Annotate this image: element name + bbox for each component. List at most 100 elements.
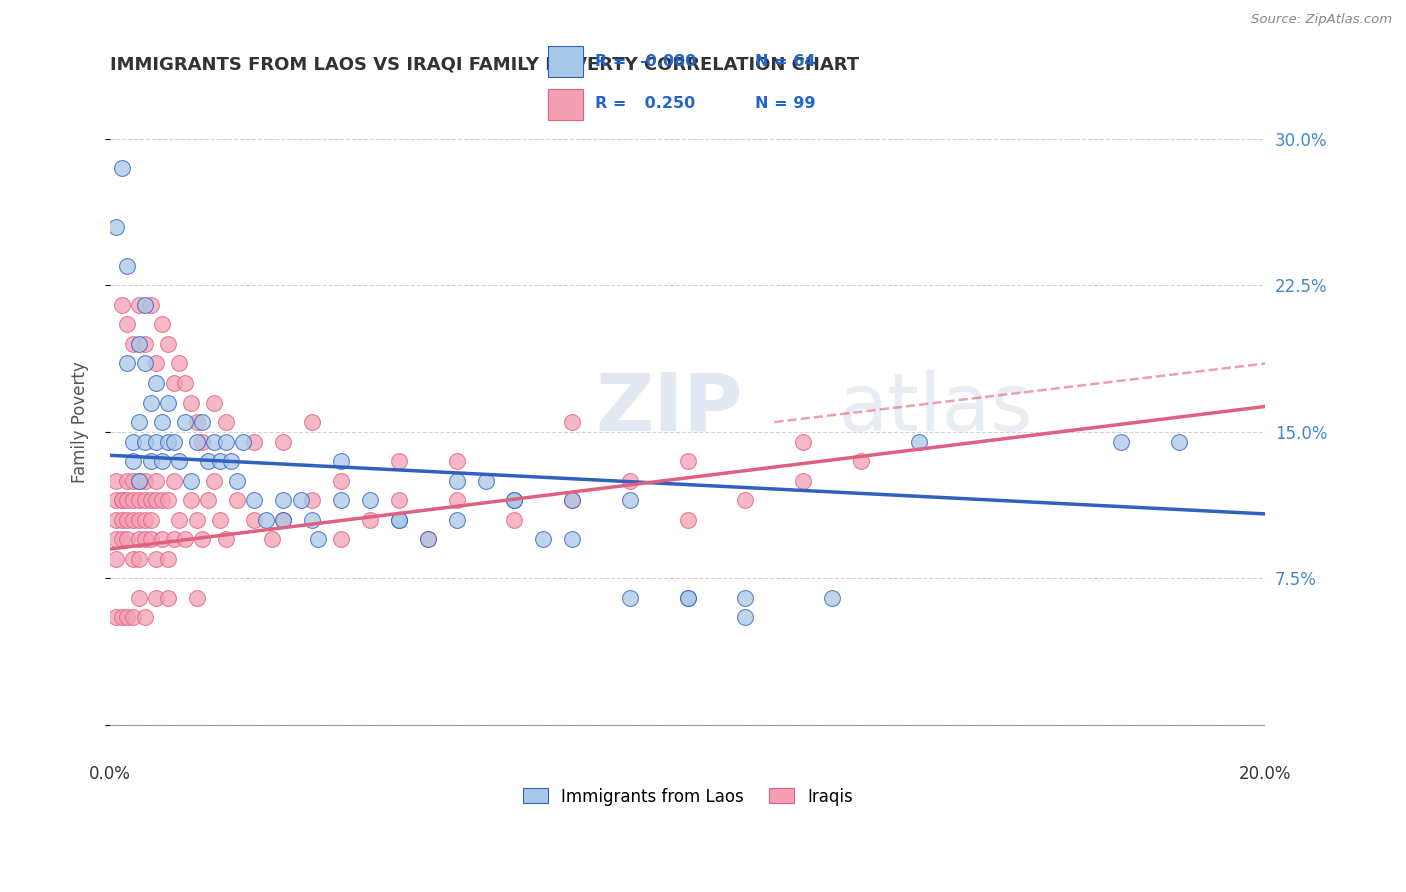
Point [111,610,134,624]
Point [186,434,208,449]
Point [619,591,641,605]
Point [849,454,872,468]
Point [111,493,134,508]
Point [243,513,266,527]
Point [734,610,756,624]
Point [446,493,468,508]
Point [174,533,197,547]
Point [474,474,496,488]
Point [1167,434,1189,449]
Point [174,415,197,429]
Point [117,533,139,547]
Text: R =: R = [595,96,631,112]
Point [359,513,381,527]
Point [202,434,225,449]
Point [139,395,162,409]
Point [150,454,173,468]
Point [214,415,236,429]
Point [254,513,277,527]
Point [226,474,249,488]
Point [122,552,145,566]
Point [273,513,295,527]
Point [134,298,156,312]
Point [104,610,127,624]
Point [792,474,814,488]
Point [104,493,127,508]
Point [139,493,162,508]
Point [145,493,167,508]
Point [128,298,150,312]
Point [139,298,162,312]
Point [388,493,411,508]
Point [191,434,214,449]
Point [226,493,249,508]
Point [388,513,411,527]
Text: 0.250: 0.250 [640,96,696,112]
Point [122,454,145,468]
Point [301,513,323,527]
Point [907,434,929,449]
Point [117,610,139,624]
Point [145,434,167,449]
Point [128,337,150,351]
Point [117,259,139,273]
Point [446,454,468,468]
Point [156,591,179,605]
Point [128,493,150,508]
Point [197,493,219,508]
Point [273,513,295,527]
Point [150,493,173,508]
Point [128,552,150,566]
Point [388,454,411,468]
Point [503,513,526,527]
Point [150,318,173,332]
Point [180,474,202,488]
Point [111,161,134,175]
Point [150,533,173,547]
Point [676,454,699,468]
Point [330,493,353,508]
Point [134,610,156,624]
Point [156,337,179,351]
Point [619,474,641,488]
Point [301,415,323,429]
Point [134,533,156,547]
Point [446,513,468,527]
Point [162,434,184,449]
Point [134,493,156,508]
Point [202,474,225,488]
Point [122,513,145,527]
Point [676,591,699,605]
Point [676,591,699,605]
Point [169,513,191,527]
Point [117,493,139,508]
Point [307,533,329,547]
Point [330,533,353,547]
Point [134,474,156,488]
Legend: Immigrants from Laos, Iraqis: Immigrants from Laos, Iraqis [516,781,859,813]
Point [273,434,295,449]
Point [128,474,150,488]
Point [104,219,127,234]
Point [260,533,283,547]
Point [128,513,150,527]
Point [221,454,243,468]
Point [139,513,162,527]
Point [561,415,583,429]
Point [243,434,266,449]
Point [330,474,353,488]
Point [145,376,167,390]
Point [134,434,156,449]
Point [128,415,150,429]
Point [128,591,150,605]
Point [388,513,411,527]
Point [273,493,295,508]
Y-axis label: Family Poverty: Family Poverty [72,361,89,483]
Point [446,474,468,488]
Point [145,474,167,488]
Point [821,591,844,605]
Point [174,376,197,390]
Point [191,415,214,429]
Point [290,493,312,508]
Text: ZIP: ZIP [595,370,742,448]
